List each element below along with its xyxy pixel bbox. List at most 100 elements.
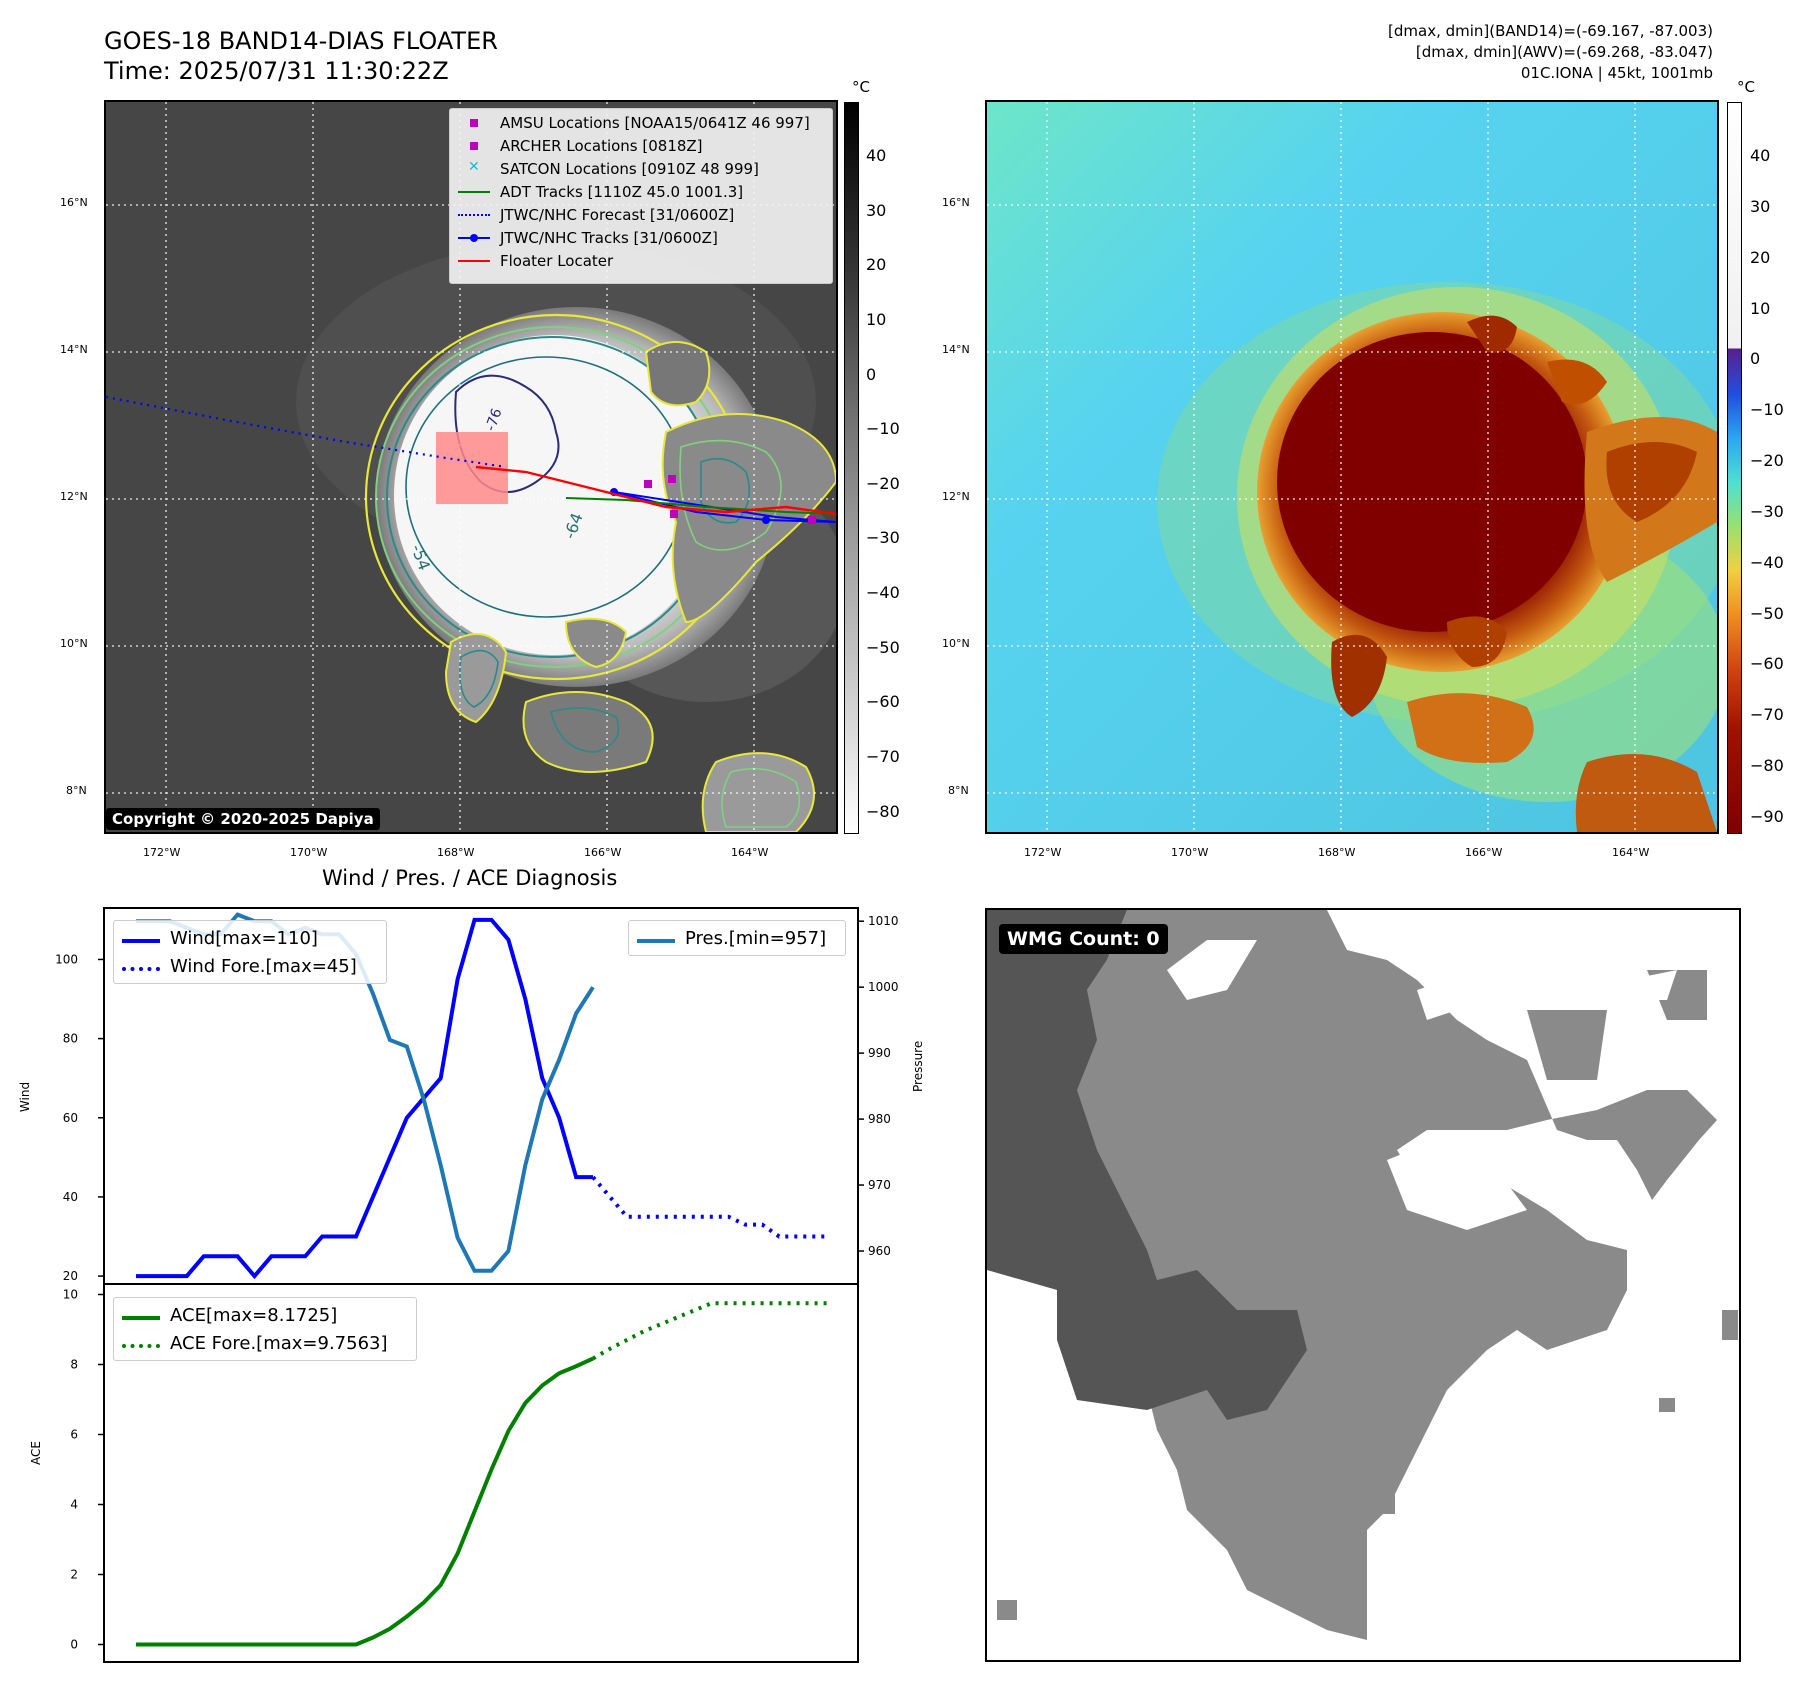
copyright-badge: Copyright © 2020-2025 Dapiya [106, 808, 380, 830]
legend-adt: ADT Tracks [1110Z 45.0 1001.3] [456, 182, 743, 202]
wind-ytick-label: 40 [63, 1190, 78, 1204]
cbar-left-tick: −70 [866, 746, 900, 766]
pressure-ytick-label: 1010 [868, 914, 899, 928]
info-line-2: [dmax, dmin](AWV)=(-69.268, -83.047) [1415, 43, 1713, 61]
cbar-left [844, 102, 859, 834]
lat-label-14n-r: 14°N [942, 343, 970, 356]
title-line-1: GOES-18 BAND14-DIAS FLOATER [104, 27, 498, 55]
line-dot-icon [456, 228, 492, 248]
ace-ytick-label: 0 [70, 1638, 78, 1652]
wmg-panel[interactable]: WMG Count: 0 [985, 908, 1741, 1662]
line-icon [635, 928, 677, 948]
line-icon [120, 1305, 162, 1325]
lat-label-14n: 14°N [60, 343, 88, 356]
cbar-right-tick: −90 [1750, 806, 1784, 826]
legend-wind: Wind[max=110] [120, 925, 318, 951]
cbar-right-tick: 30 [1750, 196, 1771, 216]
ace-ytick-label: 2 [70, 1568, 78, 1582]
pressure-ytick-label: 970 [868, 1178, 891, 1192]
pressure-ytick-label: 960 [868, 1244, 891, 1258]
dotted-line-icon [456, 205, 492, 225]
wind-ytick-label: 60 [63, 1111, 78, 1125]
cbar-left-tick: 40 [866, 146, 887, 165]
pres-legend: Pres.[min=957] [628, 920, 846, 956]
map-legend: AMSU Locations [NOAA15/0641Z 46 997] ARC… [449, 108, 833, 284]
wind-legend: Wind[max=110] Wind Fore.[max=45] [113, 920, 387, 984]
series-line-ace-fore- [592, 1301, 830, 1361]
lon-label-166w-r: 166°W [1465, 846, 1503, 859]
wmg-graphic [987, 910, 1738, 1640]
ace-ytick-label: 10 [63, 1288, 78, 1302]
legend-jtwc-tracks: JTWC/NHC Tracks [31/0600Z] [456, 228, 718, 248]
lat-label-10n: 10°N [60, 637, 88, 650]
ace-ylabel: ACE [29, 1441, 43, 1465]
ace-ytick-label: 6 [70, 1428, 78, 1442]
square-marker-icon [456, 136, 492, 156]
cbar-right-tick: 10 [1750, 298, 1771, 318]
legend-forecast: JTWC/NHC Forecast [31/0600Z] [456, 205, 734, 225]
contour-label-76: -76 [483, 406, 506, 433]
ir-map-panel[interactable]: -54 -64 -76 AMSU Locations [NOAA15/0641Z… [104, 100, 838, 834]
line-icon [456, 251, 492, 271]
cbar-right-tick: −80 [1750, 756, 1784, 775]
legend-floater: Floater Locater [456, 251, 613, 271]
cbar-right-tick: −30 [1750, 501, 1784, 521]
series-line-wind-fore- [591, 1175, 830, 1239]
legend-wind-fore: Wind Fore.[max=45] [120, 953, 357, 979]
cbar-left-tick: 0 [866, 364, 877, 384]
cbar-right-tick: −60 [1750, 654, 1784, 674]
ace-ytick-label: 4 [70, 1498, 78, 1512]
x-marker-icon: ✕ [468, 159, 480, 175]
pressure-ytick-label: 990 [868, 1046, 891, 1060]
color-map-panel[interactable] [985, 100, 1719, 834]
cbar-left-tick: −40 [866, 583, 900, 602]
cbar-right-tick: −10 [1750, 400, 1784, 420]
lat-label-12n-r: 12°N [942, 490, 970, 503]
cbar-left-tick: −80 [866, 801, 900, 821]
color-map-graphic [987, 102, 1717, 832]
cbar-right-tick: 0 [1750, 349, 1761, 369]
series-line-ace [136, 1356, 594, 1647]
ace-legend: ACE[max=8.1725] ACE Fore.[max=9.7563] [113, 1297, 417, 1361]
legend-pres: Pres.[min=957] [635, 925, 826, 951]
legend-amsu: AMSU Locations [NOAA15/0641Z 46 997] [456, 113, 810, 133]
lat-label-8n: 8°N [66, 784, 87, 797]
ace-ytick-label: 8 [70, 1358, 78, 1372]
cbar-left-unit: °C [852, 78, 870, 96]
line-icon [456, 182, 492, 202]
lon-label-166w: 166°W [584, 846, 622, 859]
lat-label-12n: 12°N [60, 490, 88, 503]
info-line-3: 01C.IONA | 45kt, 1001mb [1520, 64, 1713, 82]
cbar-left-tick: 20 [866, 255, 887, 275]
lat-label-16n-r: 16°N [942, 196, 970, 209]
square-marker-icon [456, 113, 492, 133]
legend-ace: ACE[max=8.1725] [120, 1302, 337, 1328]
pressure-ylabel: Pressure [911, 1040, 925, 1092]
cbar-right-tick: −20 [1750, 451, 1784, 470]
pressure-ytick-label: 1000 [868, 980, 899, 994]
lon-label-172w: 172°W [143, 846, 181, 859]
info-line-1: [dmax, dmin](BAND14)=(-69.167, -87.003) [1388, 22, 1713, 40]
lon-label-168w-r: 168°W [1318, 846, 1356, 859]
wind-ytick-label: 100 [55, 952, 78, 966]
lat-label-10n-r: 10°N [942, 637, 970, 650]
cbar-right-tick: −40 [1750, 552, 1784, 572]
cbar-left-tick: 10 [866, 309, 887, 329]
lon-label-164w: 164°W [731, 846, 769, 859]
lon-label-170w-r: 170°W [1171, 846, 1209, 859]
lon-label-172w-r: 172°W [1024, 846, 1062, 859]
dotted-line-icon [120, 956, 162, 976]
lon-label-168w: 168°W [437, 846, 475, 859]
legend-archer: ARCHER Locations [0818Z] [456, 136, 703, 156]
legend-satcon: ✕ SATCON Locations [0910Z 48 999] [456, 159, 759, 179]
cbar-left-tick: −20 [866, 473, 900, 493]
dotted-line-icon [120, 1333, 162, 1353]
title-line-2: Time: 2025/07/31 11:30:22Z [104, 57, 449, 85]
line-icon [120, 928, 162, 948]
diagnosis-title: Wind / Pres. / ACE Diagnosis [322, 866, 618, 890]
pressure-ytick-label: 980 [868, 1112, 891, 1126]
lat-label-8n-r: 8°N [948, 784, 969, 797]
wind-ytick-label: 80 [63, 1032, 78, 1046]
cbar-left-tick: −30 [866, 528, 900, 548]
cbar-right-tick: 40 [1750, 146, 1771, 165]
